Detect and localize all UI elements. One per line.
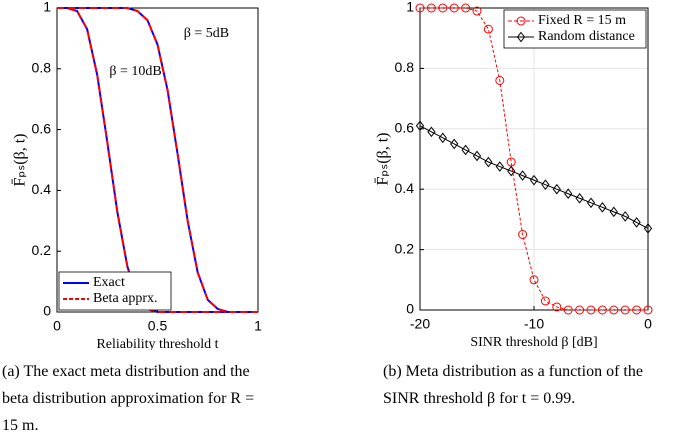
marker [632, 217, 641, 228]
y-tick-label: 0 [406, 301, 414, 317]
series-line [419, 125, 649, 229]
marker [427, 126, 436, 138]
y-tick-label: 0.2 [395, 240, 415, 256]
marker [564, 188, 573, 200]
y-tick-label: 0.8 [395, 59, 415, 75]
legend-marker [516, 16, 526, 26]
series-line [57, 7, 258, 313]
marker [438, 132, 447, 144]
y-tick-label: 0.4 [32, 181, 52, 197]
series-line [57, 7, 258, 313]
marker [643, 305, 653, 315]
marker [620, 305, 630, 315]
annotation: β = 5dB [184, 26, 229, 41]
marker [450, 138, 459, 150]
plot-frame [56, 7, 259, 313]
legend-box [58, 271, 172, 311]
marker [575, 305, 585, 315]
plot-frame [419, 7, 649, 311]
x-axis-label: SINR threshold β [dB] [470, 335, 597, 350]
series-line [57, 7, 258, 313]
marker [449, 3, 459, 13]
x-tick-label: -20 [410, 316, 430, 332]
legend-label: Exact [93, 275, 125, 290]
series-line [57, 7, 258, 313]
legend-marker [516, 31, 526, 43]
marker [518, 230, 528, 239]
annotation: β = 10dB [109, 64, 161, 79]
legend-box [503, 9, 647, 49]
marker [597, 305, 607, 315]
marker [495, 75, 505, 85]
marker [529, 174, 539, 186]
marker [540, 296, 550, 306]
marker [529, 275, 539, 285]
x-axis-label: Reliability threshold t [96, 337, 218, 350]
marker [563, 305, 573, 315]
marker [586, 197, 596, 209]
marker [598, 202, 607, 213]
caption: (b) Meta distribution as a function of t… [383, 363, 643, 407]
marker [552, 302, 562, 312]
marker [586, 305, 596, 315]
marker [495, 161, 504, 172]
marker [484, 156, 493, 168]
marker [472, 150, 482, 162]
x-tick-label: -10 [524, 316, 544, 332]
y-axis-label: F̄ₚₛ(β, t) [12, 134, 29, 187]
marker [609, 305, 619, 315]
x-tick-label: 1 [254, 318, 262, 334]
legend-label: Beta apprx. [93, 291, 158, 306]
marker [472, 6, 482, 16]
marker [621, 211, 630, 222]
marker [518, 170, 527, 181]
legend-label: Fixed R = 15 m [538, 13, 626, 28]
marker [609, 206, 618, 218]
y-tick-label: 0.6 [395, 120, 415, 136]
y-axis-label: F̄ₚₛ(β, t) [375, 133, 392, 186]
marker [415, 120, 425, 132]
marker [541, 179, 550, 190]
marker [461, 3, 471, 13]
x-tick-label: 0.5 [148, 318, 168, 334]
marker [552, 183, 561, 195]
x-tick-label: 0 [53, 318, 61, 334]
y-tick-label: 0.4 [395, 180, 415, 196]
y-tick-label: 0.8 [32, 60, 52, 76]
marker [426, 3, 436, 13]
marker [575, 192, 584, 204]
marker [438, 3, 448, 13]
marker [643, 223, 653, 234]
marker [632, 305, 642, 315]
y-tick-label: 0.6 [32, 120, 52, 136]
charts: 0 0.2 0.4 0.6 0.8 1 0 0.5 1 Reliability threshold… [12, 0, 653, 350]
marker [483, 24, 493, 34]
x-tick-label: 0 [644, 316, 652, 332]
y-tick-label: 0.2 [32, 242, 52, 258]
marker [415, 3, 425, 13]
legend-label: Random distance [538, 29, 635, 44]
caption: (a) The exact meta distribution and the … [2, 363, 255, 434]
y-tick-label: 1 [43, 0, 51, 15]
y-tick-label: 1 [406, 0, 414, 15]
marker [461, 144, 470, 156]
y-tick-label: 0 [43, 303, 51, 319]
marker [507, 165, 516, 177]
